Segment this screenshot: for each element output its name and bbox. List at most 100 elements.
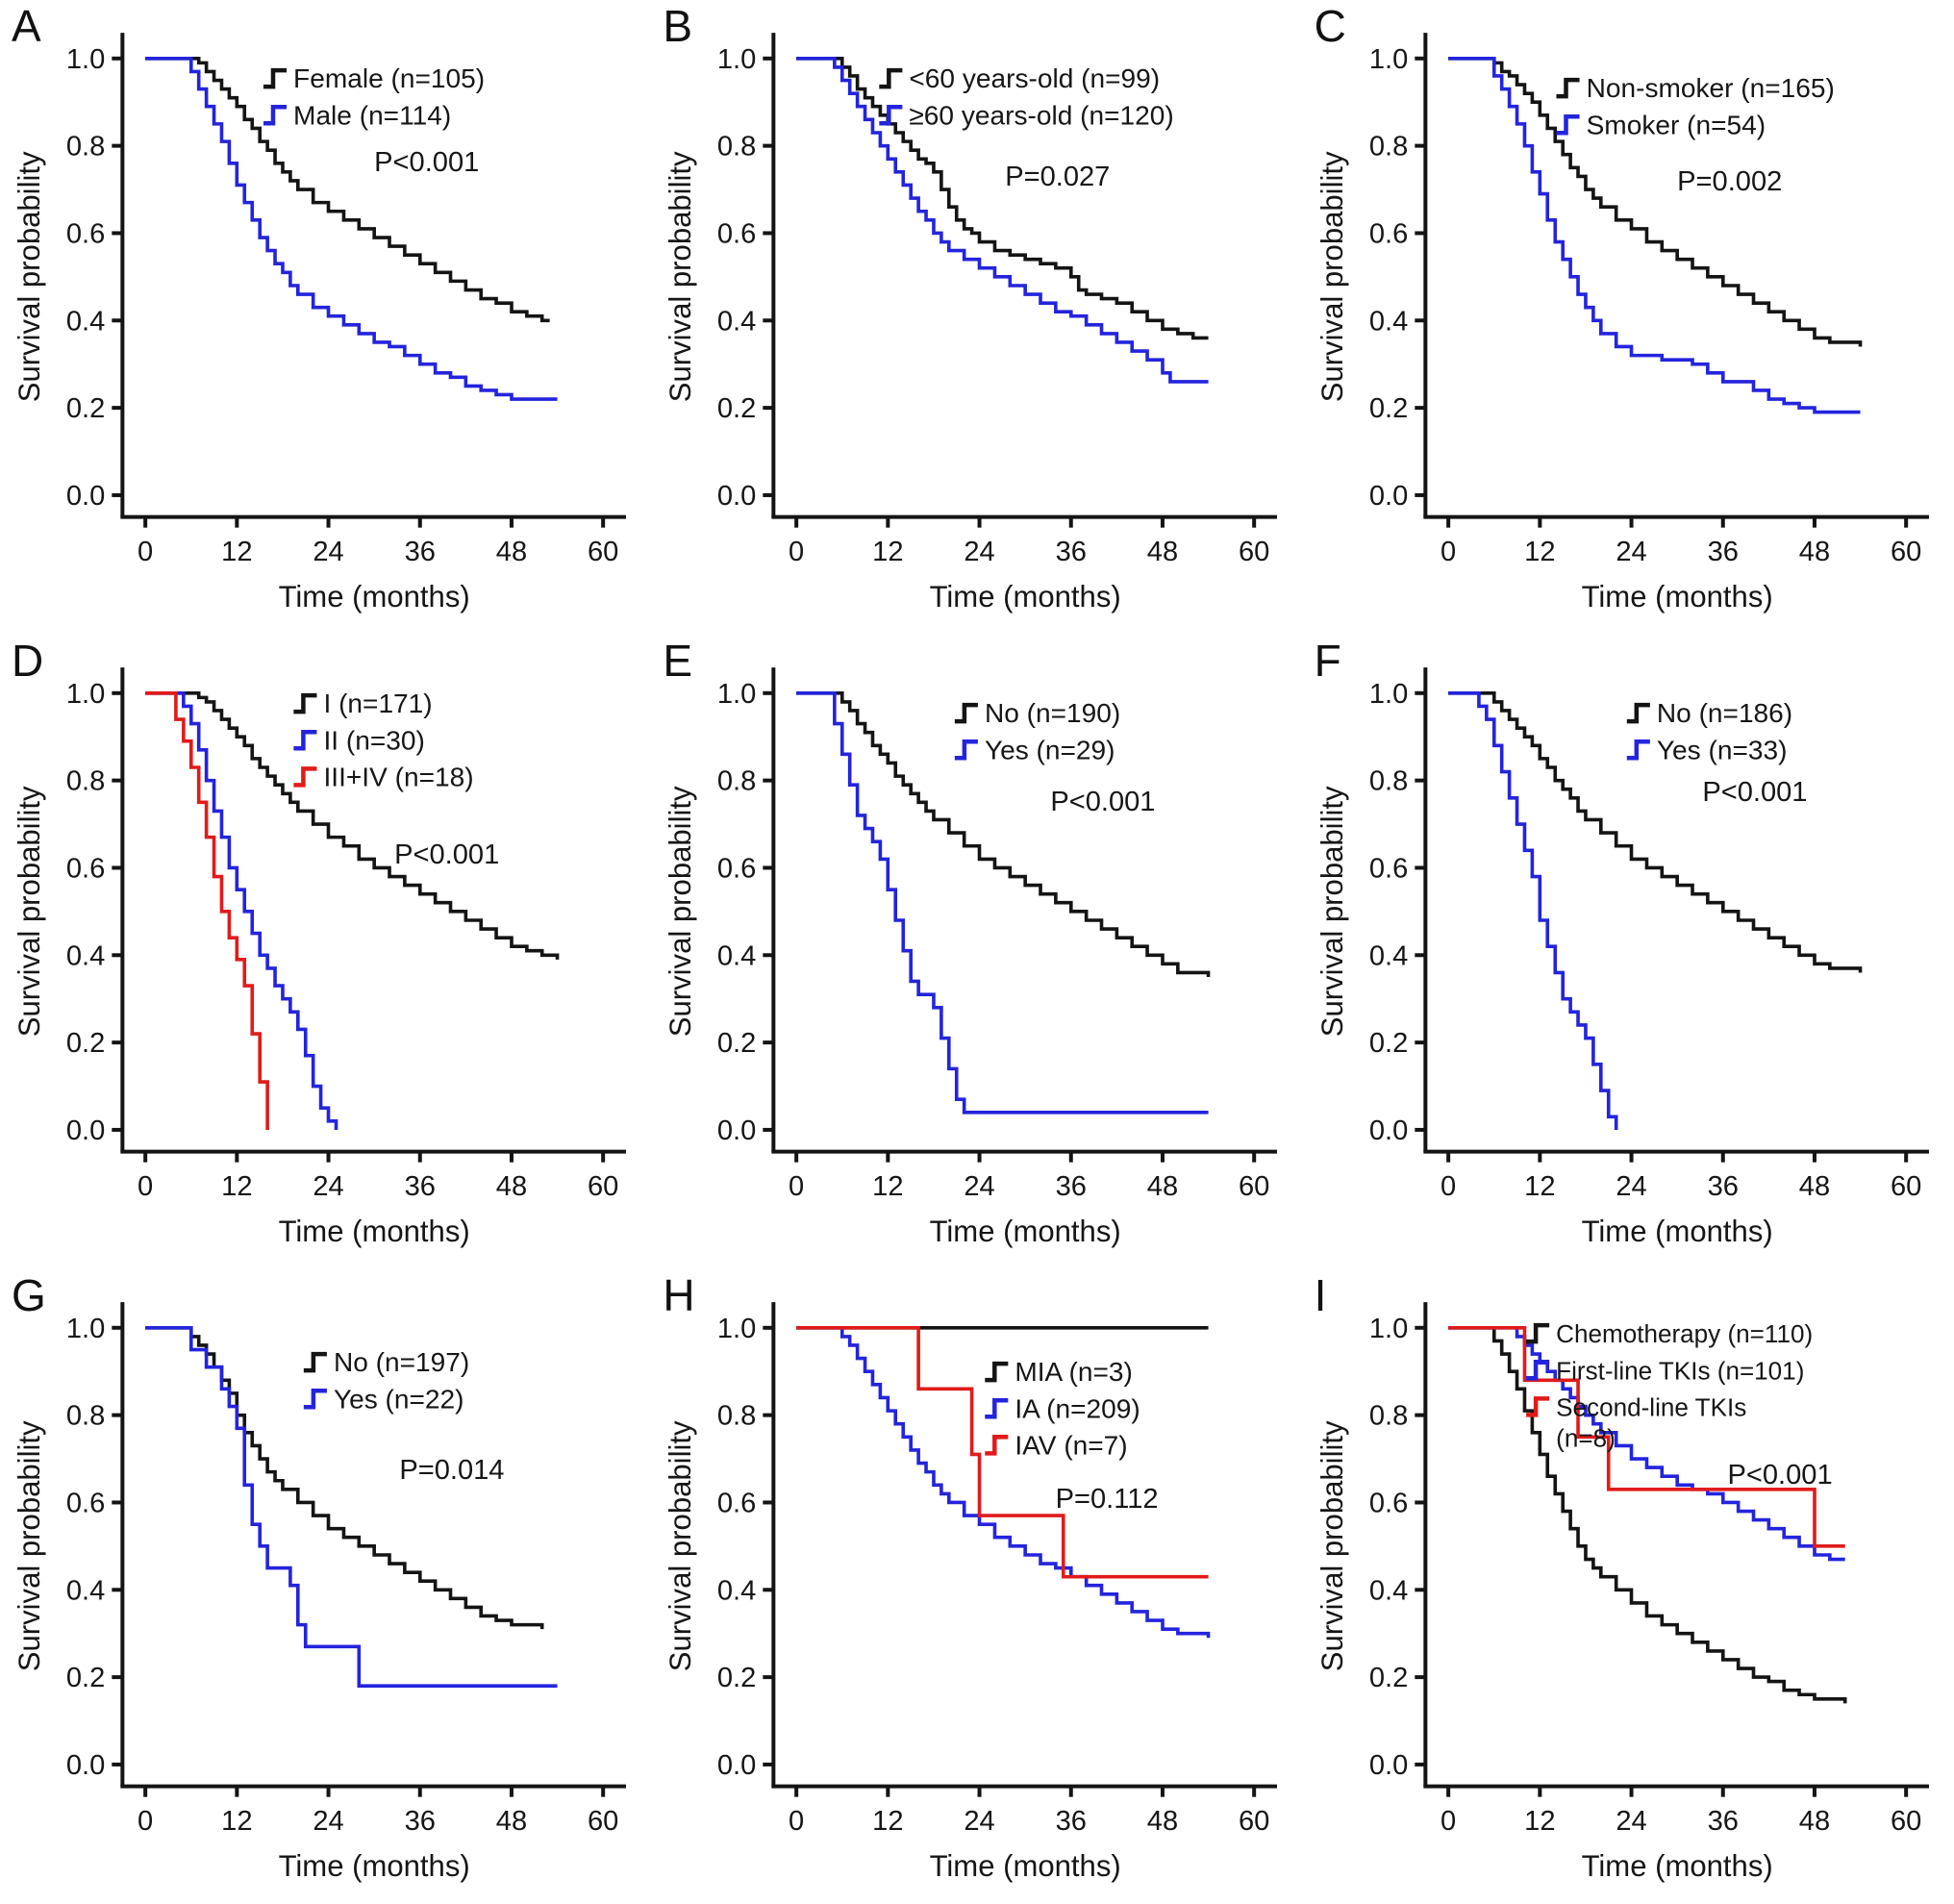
y-tick-label: 0.8 <box>66 1401 105 1432</box>
y-axis-title: Survival probability <box>1315 786 1349 1037</box>
y-axis-title: Survival probability <box>1315 151 1349 402</box>
survival-chart-g: 0.0 0.2 0.4 0.6 0.8 1.0 0 12 24 36 48 60 Time (month… <box>13 1302 626 1883</box>
y-tick-label: 0.0 <box>1369 1750 1408 1781</box>
survival-chart-d: 0.0 0.2 0.4 0.6 0.8 1.0 0 12 24 36 48 60 Time (month… <box>13 667 626 1248</box>
x-axis-title: Time (months) <box>1581 1215 1772 1248</box>
x-tick-label: 48 <box>1798 1171 1829 1202</box>
legend-swatch-stage_II <box>293 729 317 751</box>
legend-label: <60 years-old (n=99) <box>910 63 1161 93</box>
legend-label: No (n=197) <box>334 1347 469 1377</box>
y-tick-label: 0.6 <box>1369 1488 1408 1518</box>
y-tick-label: 0.4 <box>66 306 105 337</box>
curve-over60 <box>796 56 1209 384</box>
p-value-label: P<0.001 <box>1702 777 1807 808</box>
legend-swatch-non_smoker <box>1556 77 1580 99</box>
legend-swatch-MIA <box>985 1361 1009 1383</box>
p-value-label: P<0.001 <box>1727 1460 1832 1491</box>
y-tick-label: 0.0 <box>717 1115 756 1146</box>
x-axis-title: Time (months) <box>279 1849 470 1883</box>
panel-letter-c: C <box>1314 1 1346 51</box>
y-tick-label: 0.8 <box>1369 132 1408 163</box>
panel-letter-g: G <box>12 1270 46 1320</box>
x-tick-label: 48 <box>1147 537 1178 567</box>
x-tick-label: 24 <box>964 1806 995 1837</box>
x-tick-label: 60 <box>1239 1806 1269 1837</box>
survival-chart-a: 0.0 0.2 0.4 0.6 0.8 1.0 0 12 24 36 48 60 Time (month… <box>13 33 626 614</box>
y-axis-title: Survival probability <box>13 1420 46 1671</box>
p-value-label: P=0.002 <box>1677 166 1782 197</box>
y-axis-title: Survival probability <box>664 151 697 402</box>
legend-swatch-Male <box>263 104 288 126</box>
legend-label: No (n=186) <box>1657 698 1792 728</box>
x-tick-label: 36 <box>405 1171 436 1202</box>
y-tick-label: 0.0 <box>66 481 105 512</box>
y-tick-label: 0.2 <box>717 1663 756 1693</box>
x-tick-label: 24 <box>313 537 343 567</box>
x-tick-label: 24 <box>1616 1806 1646 1837</box>
legend-swatch-yes <box>1626 739 1650 761</box>
survival-chart-b: 0.0 0.2 0.4 0.6 0.8 1.0 0 12 24 36 48 60 Time (month… <box>664 33 1278 614</box>
legend-swatch-yes <box>955 739 979 761</box>
x-tick-label: 60 <box>588 1806 618 1837</box>
curve-yes <box>145 1325 558 1689</box>
y-tick-label: 0.0 <box>1369 481 1408 512</box>
curve-IAV <box>796 1325 1209 1579</box>
curve-second_line_tkis <box>1447 1325 1845 1548</box>
y-tick-label: 0.4 <box>66 1575 105 1606</box>
km-panel-h: H 0.0 0.2 0.4 0.6 0.8 1.0 0 12 24 36 48 60 Time (mon… <box>651 1269 1302 1904</box>
x-tick-label: 12 <box>873 1171 904 1202</box>
legend-label: I (n=171) <box>323 689 432 718</box>
x-tick-label: 12 <box>873 1806 904 1837</box>
x-tick-label: 24 <box>964 537 995 567</box>
legend-swatch-first_line_tkis <box>1525 1359 1549 1381</box>
legend-label: Yes (n=33) <box>1657 735 1788 764</box>
km-panel-e: E 0.0 0.2 0.4 0.6 0.8 1.0 0 12 24 36 48 60 Time (mon… <box>651 635 1302 1269</box>
y-tick-label: 0.8 <box>717 132 756 163</box>
y-tick-label: 0.2 <box>717 1028 756 1059</box>
x-tick-label: 24 <box>313 1806 343 1837</box>
y-tick-label: 1.0 <box>717 1314 756 1344</box>
curve-chemotherapy <box>1447 1325 1847 1704</box>
x-tick-label: 36 <box>1707 1806 1738 1837</box>
p-value-label: P=0.014 <box>399 1455 504 1486</box>
x-tick-label: 12 <box>221 1806 252 1837</box>
x-axis-title: Time (months) <box>1581 580 1772 614</box>
curve-non_smoker <box>1447 56 1863 347</box>
curve-no <box>1447 690 1863 973</box>
x-tick-label: 24 <box>313 1171 343 1202</box>
x-tick-label: 60 <box>1891 1171 1921 1202</box>
y-tick-label: 0.8 <box>1369 1401 1408 1432</box>
y-axis-title: Survival probability <box>664 786 697 1037</box>
curve-smoker <box>1447 56 1861 414</box>
curve-IA <box>796 1325 1211 1639</box>
legend-swatch-IAV <box>985 1435 1009 1456</box>
y-tick-label: 0.4 <box>1369 940 1408 971</box>
x-axis-title: Time (months) <box>930 580 1121 614</box>
y-tick-label: 0.4 <box>717 940 756 971</box>
y-tick-label: 0.6 <box>1369 853 1408 884</box>
x-axis-title: Time (months) <box>1581 1849 1772 1883</box>
x-tick-label: 0 <box>1440 537 1456 567</box>
survival-chart-h: 0.0 0.2 0.4 0.6 0.8 1.0 0 12 24 36 48 60 Time (month… <box>664 1302 1278 1883</box>
y-tick-label: 0.4 <box>66 940 105 971</box>
y-axis-title: Survival probability <box>13 151 46 402</box>
x-tick-label: 24 <box>964 1171 995 1202</box>
km-panel-i: I 0.0 0.2 0.4 0.6 0.8 1.0 0 12 24 36 48 60 Time (mon… <box>1303 1269 1954 1904</box>
curve-stage_III_IV <box>145 690 269 1130</box>
x-tick-label: 36 <box>405 537 436 567</box>
curve-no <box>796 690 1211 977</box>
legend-label: IAV (n=7) <box>1015 1430 1128 1460</box>
km-panel-g: G 0.0 0.2 0.4 0.6 0.8 1.0 0 12 24 36 48 60 Time (mon… <box>0 1269 651 1904</box>
km-panel-d: D 0.0 0.2 0.4 0.6 0.8 1.0 0 12 24 36 48 60 Time (mon… <box>0 635 651 1269</box>
legend-swatch-stage_III_IV <box>293 766 317 788</box>
legend-label: (n=8) <box>1556 1424 1616 1453</box>
legend-swatch-under60 <box>879 67 903 89</box>
curve-Female <box>145 56 550 323</box>
x-tick-label: 24 <box>1616 1171 1646 1202</box>
legend-swatch-IA <box>985 1397 1009 1419</box>
x-tick-label: 0 <box>1440 1171 1456 1202</box>
panel-letter-f: F <box>1314 636 1341 686</box>
y-tick-label: 0.6 <box>1369 218 1408 249</box>
x-tick-label: 60 <box>588 537 618 567</box>
